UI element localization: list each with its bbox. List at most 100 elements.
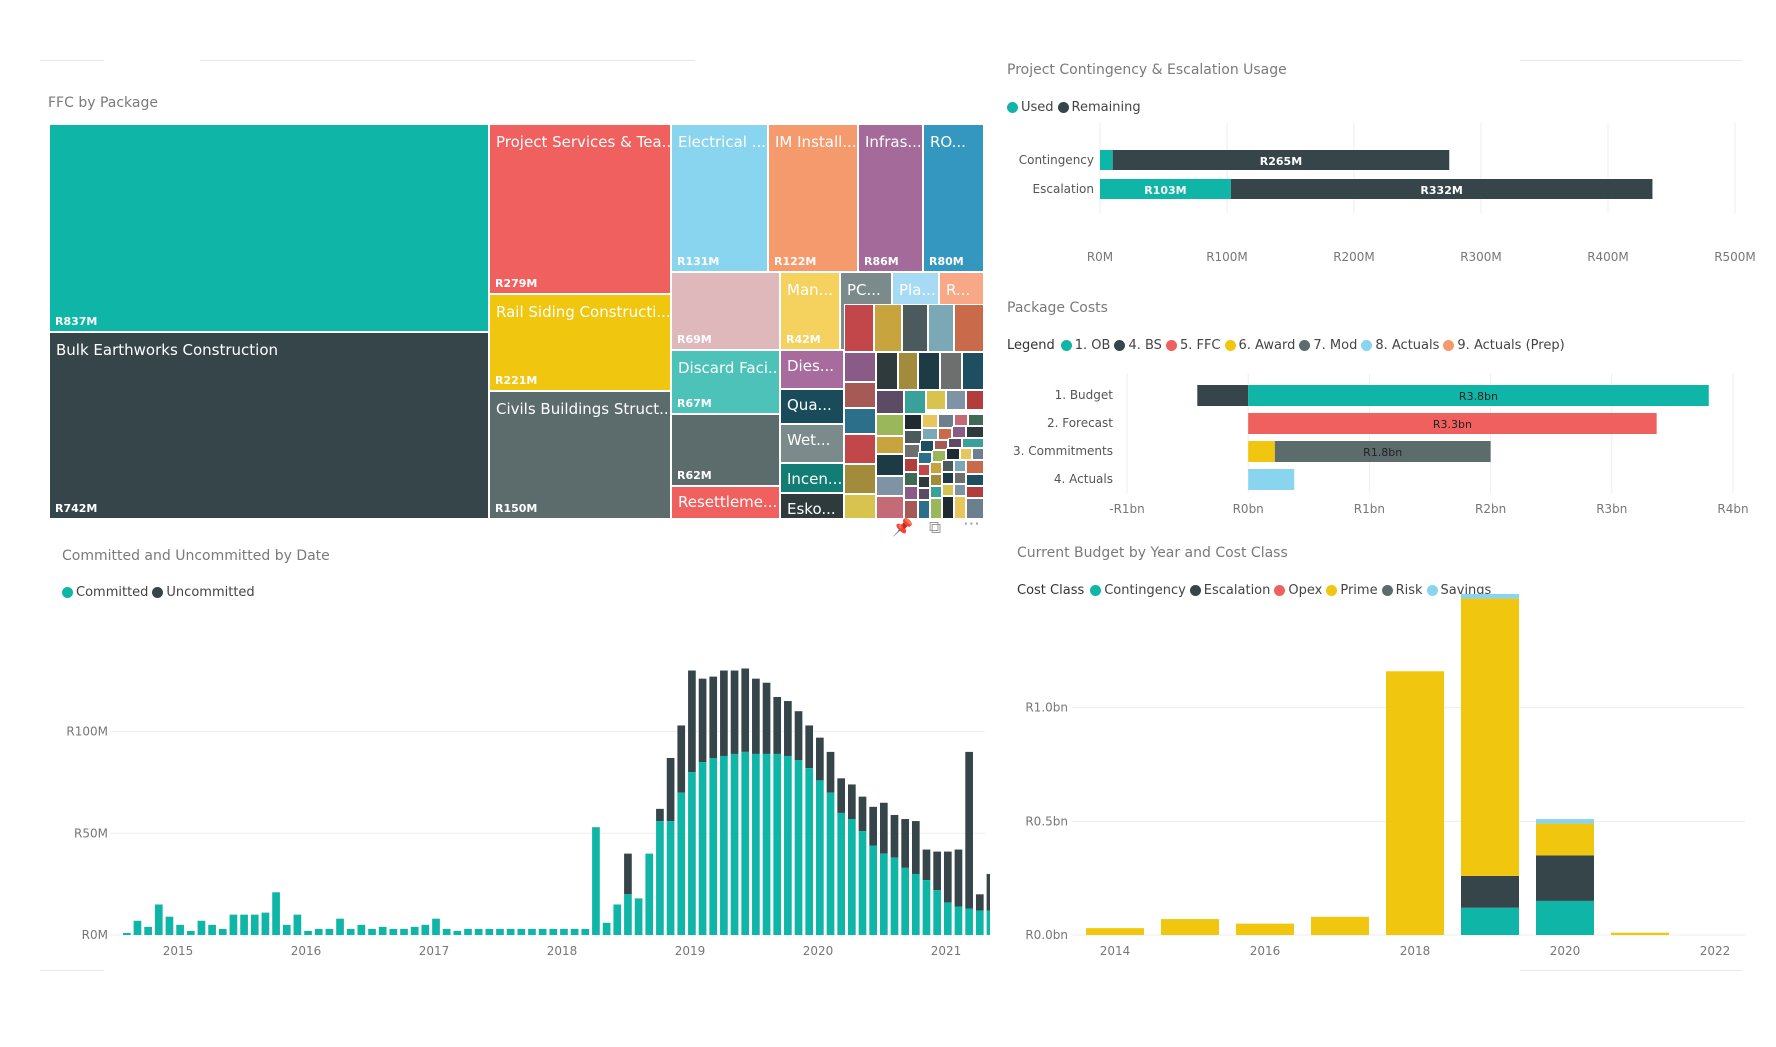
treemap-cell[interactable]: Resettleme... <box>671 486 780 519</box>
legend-item[interactable]: Uncommitted <box>152 585 255 600</box>
treemap-small-cell[interactable] <box>904 444 920 458</box>
legend-item[interactable]: Used <box>1007 100 1054 115</box>
treemap-small-cell[interactable] <box>844 434 876 464</box>
more-options-icon[interactable]: ⋯ <box>963 514 980 534</box>
treemap-small-cell[interactable] <box>844 408 876 434</box>
treemap-cell[interactable]: R62M <box>671 414 780 486</box>
treemap-small-cell[interactable] <box>876 436 904 454</box>
treemap-cell[interactable]: Rail Siding Constructi... R221M <box>489 294 671 391</box>
treemap-small-cell[interactable] <box>904 390 926 414</box>
treemap-small-cell[interactable] <box>954 484 966 496</box>
legend-item[interactable]: Remaining <box>1057 100 1141 115</box>
treemap-small-cell[interactable] <box>948 438 962 448</box>
pin-icon[interactable]: 📌 <box>892 518 914 538</box>
treemap-small-cell[interactable] <box>942 460 954 472</box>
treemap-small-cell[interactable] <box>930 498 942 519</box>
legend-item[interactable]: 7. Mod <box>1299 338 1357 353</box>
treemap-small-cell[interactable] <box>874 304 902 352</box>
treemap-small-cell[interactable] <box>966 390 984 410</box>
treemap-cell[interactable]: RO... R80M <box>923 124 984 272</box>
treemap-cell[interactable]: Discard Faci... R67M <box>671 350 780 414</box>
treemap-small-cell[interactable] <box>966 426 984 438</box>
treemap-small-cell[interactable] <box>904 458 918 472</box>
focus-mode-icon[interactable]: ⧉ <box>929 518 942 538</box>
legend-item[interactable]: Opex <box>1274 583 1322 598</box>
treemap-small-cell[interactable] <box>904 430 922 444</box>
treemap-small-cell[interactable] <box>918 476 930 488</box>
treemap-cell[interactable]: Dies... <box>780 350 844 389</box>
treemap-small-cell[interactable] <box>966 474 984 486</box>
treemap-small-cell[interactable] <box>952 426 966 438</box>
treemap-small-cell[interactable] <box>918 488 930 500</box>
treemap-cell[interactable]: Qua... <box>780 389 844 424</box>
treemap-small-cell[interactable] <box>904 500 918 519</box>
treemap-small-cell[interactable] <box>954 304 984 352</box>
treemap-small-cell[interactable] <box>876 496 904 519</box>
budget-panel[interactable]: Current Budget by Year and Cost Class Co… <box>1000 545 1760 955</box>
treemap-panel[interactable]: FFC by Package R837M Bulk Earthworks Cons… <box>40 95 990 535</box>
treemap-small-cell[interactable] <box>876 414 904 436</box>
treemap-small-cell[interactable] <box>968 414 984 426</box>
legend-item[interactable]: Committed <box>62 585 148 600</box>
treemap-small-cell[interactable] <box>942 496 954 519</box>
legend-item[interactable]: Contingency <box>1090 583 1186 598</box>
package-costs-panel[interactable]: Package Costs Legend 1. OB 4. BS 5. FFC 6. A… <box>1000 300 1760 530</box>
treemap-small-cell[interactable] <box>918 352 940 390</box>
treemap-cell[interactable]: Infras... R86M <box>858 124 923 272</box>
treemap-small-cell[interactable] <box>942 472 954 484</box>
treemap-small-cell[interactable] <box>876 352 898 390</box>
treemap-small-cell[interactable] <box>932 450 946 462</box>
treemap-cell[interactable]: Civils Buildings Struct... R150M <box>489 391 671 519</box>
treemap-small-cell[interactable] <box>962 438 984 448</box>
treemap-small-cell[interactable] <box>954 472 966 484</box>
treemap-small-cell[interactable] <box>902 304 928 352</box>
treemap-small-cell[interactable] <box>966 486 984 498</box>
legend-item[interactable]: 6. Award <box>1224 338 1295 353</box>
legend-item[interactable]: 1. OB <box>1060 338 1110 353</box>
treemap-cell[interactable]: Project Services & Tea... R279M <box>489 124 671 294</box>
treemap-small-cell[interactable] <box>938 414 954 428</box>
treemap-small-cell[interactable] <box>946 390 966 410</box>
legend-item[interactable]: Prime <box>1326 583 1378 598</box>
treemap-small-cell[interactable] <box>876 454 904 476</box>
treemap-small-cell[interactable] <box>844 464 876 494</box>
treemap-small-cell[interactable] <box>930 486 942 498</box>
treemap-cell[interactable]: Bulk Earthworks Construction R742M <box>49 332 489 519</box>
treemap-small-cell[interactable] <box>966 498 984 519</box>
treemap-small-cell[interactable] <box>954 414 968 426</box>
treemap-small-cell[interactable] <box>844 304 874 352</box>
treemap-small-cell[interactable] <box>918 464 930 476</box>
treemap-cell[interactable]: Man... R42M <box>780 272 840 350</box>
contingency-panel[interactable]: Project Contingency & Escalation Usage U… <box>1000 58 1760 273</box>
treemap-small-cell[interactable] <box>922 414 938 428</box>
treemap-small-cell[interactable] <box>876 390 904 414</box>
treemap-small-cell[interactable] <box>920 440 934 452</box>
treemap-small-cell[interactable] <box>930 474 942 486</box>
legend-item[interactable]: 4. BS <box>1114 338 1162 353</box>
treemap-small-cell[interactable] <box>844 494 876 519</box>
treemap-small-cell[interactable] <box>930 462 942 474</box>
treemap-small-cell[interactable] <box>972 448 984 460</box>
treemap-small-cell[interactable] <box>904 486 918 500</box>
treemap-cell[interactable]: R69M <box>671 272 780 350</box>
treemap-small-cell[interactable] <box>904 414 922 430</box>
treemap-small-cell[interactable] <box>946 448 960 460</box>
legend-item[interactable]: 8. Actuals <box>1361 338 1439 353</box>
treemap-small-cell[interactable] <box>954 496 966 519</box>
treemap-cell[interactable]: IM Install... R122M <box>768 124 858 272</box>
legend-item[interactable]: 9. Actuals (Prep) <box>1443 338 1565 353</box>
treemap-cell[interactable]: Electrical ... R131M <box>671 124 768 272</box>
treemap-small-cell[interactable] <box>954 460 966 472</box>
committed-panel[interactable]: Committed and Uncommitted by Date Commit… <box>40 545 990 955</box>
treemap-small-cell[interactable] <box>926 390 946 410</box>
treemap-small-cell[interactable] <box>960 448 972 460</box>
legend-item[interactable]: Escalation <box>1189 583 1270 598</box>
treemap-small-cell[interactable] <box>876 476 904 496</box>
legend-item[interactable]: 5. FFC <box>1165 338 1221 353</box>
treemap-small-cell[interactable] <box>918 500 930 519</box>
treemap-small-cell[interactable] <box>966 460 984 474</box>
treemap-cell[interactable]: Incen... <box>780 463 844 493</box>
treemap-small-cell[interactable] <box>918 452 932 464</box>
treemap-small-cell[interactable] <box>928 304 954 352</box>
treemap-cell[interactable]: R837M <box>49 124 489 332</box>
